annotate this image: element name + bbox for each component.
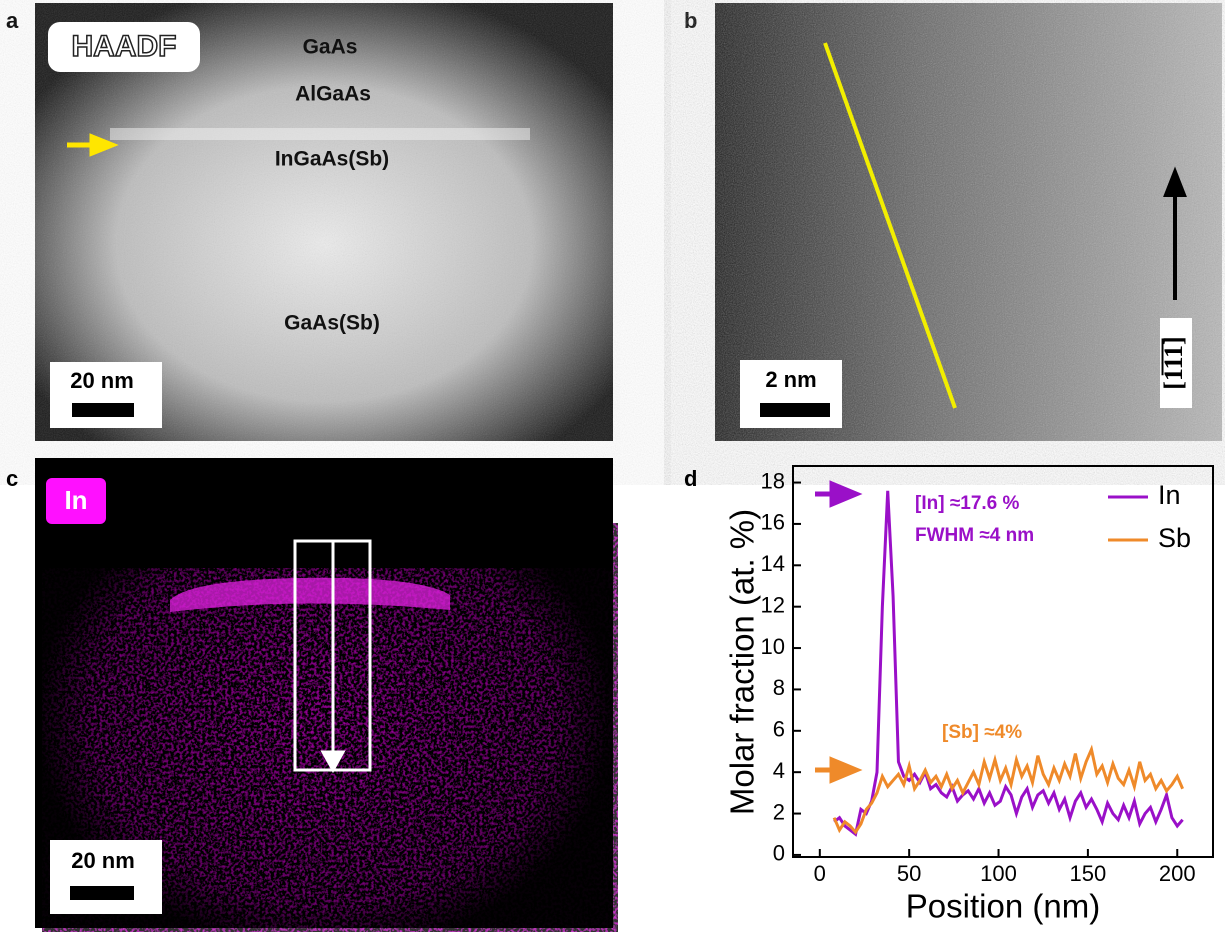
- y-axis-label: Molar fraction (at. %): [724, 509, 761, 815]
- annotation: FWHM ≈4 nm: [915, 525, 1034, 546]
- y-tick-label: 6: [773, 717, 785, 742]
- y-tick-label: 4: [773, 758, 785, 783]
- panel-c: c In 20 nm: [6, 458, 613, 928]
- layer-label: InGaAs(Sb): [275, 148, 389, 171]
- scale-label: 20 nm: [70, 368, 134, 393]
- y-tick-label: 10: [761, 634, 785, 659]
- scale-bar: [70, 886, 134, 900]
- x-tick-label: 50: [897, 861, 921, 886]
- layer-label: GaAs(Sb): [284, 312, 380, 335]
- panel-a: a HAADF GaAs AlGaAs InGaAs(Sb) GaAs(Sb) …: [6, 3, 613, 441]
- level-arrow: [815, 760, 856, 780]
- figure: a HAADF GaAs AlGaAs InGaAs(Sb) GaAs(Sb) …: [0, 0, 1225, 932]
- y-tick-label: 18: [761, 468, 785, 493]
- scale-label: 2 nm: [765, 367, 816, 392]
- x-tick-label: 100: [980, 861, 1017, 886]
- scale-bar: [72, 403, 134, 417]
- legend-label: Sb: [1158, 523, 1191, 553]
- level-arrow: [815, 484, 856, 504]
- panel-letter: c: [6, 466, 18, 491]
- y-tick-label: 16: [761, 510, 785, 535]
- y-tick-label: 12: [761, 592, 785, 617]
- panel-letter: b: [684, 8, 697, 33]
- map-background: [35, 458, 613, 568]
- x-axis-label: Position (nm): [906, 888, 1100, 925]
- panel-letter: d: [684, 466, 697, 491]
- y-tick-label: 0: [773, 841, 785, 866]
- badge-text: HAADF: [72, 30, 177, 63]
- quantum-well: [110, 128, 530, 140]
- scale-label: 20 nm: [71, 848, 135, 873]
- x-tick-label: 0: [814, 861, 826, 886]
- annotation: [In] ≈17.6 %: [915, 493, 1020, 514]
- layer-label: GaAs: [303, 36, 358, 59]
- annotation: [Sb] ≈4%: [942, 722, 1022, 743]
- scale-bar: [760, 403, 830, 417]
- panel-letter: a: [6, 8, 19, 33]
- badge-text: In: [64, 485, 87, 515]
- panel-b: b [1̅1̅1̅] 2 nm: [684, 3, 1222, 441]
- panel-d: d Position (nm) Molar fraction (at. %) […: [684, 466, 1213, 925]
- direction-label: [1̅1̅1̅]: [1159, 336, 1188, 389]
- x-tick-label: 200: [1159, 861, 1196, 886]
- legend-label: In: [1158, 480, 1181, 510]
- x-tick-label: 150: [1070, 861, 1107, 886]
- y-tick-label: 14: [761, 551, 785, 576]
- y-tick-label: 8: [773, 675, 785, 700]
- layer-label: AlGaAs: [295, 83, 371, 106]
- y-tick-label: 2: [773, 799, 785, 824]
